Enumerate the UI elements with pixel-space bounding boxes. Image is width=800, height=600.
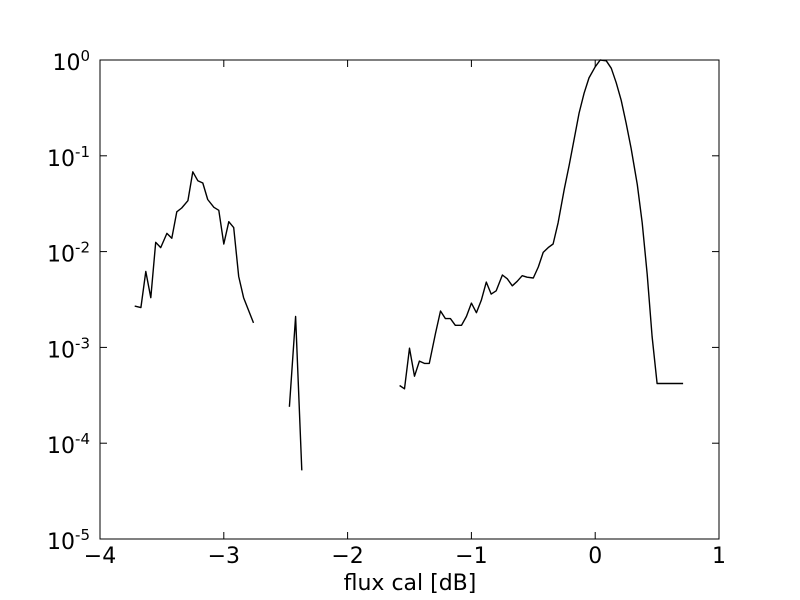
ticks-layer: −4 −3 −2 −1 0 1 100 10-1 10-2 10-3 10-4 10-5 [47,47,726,569]
x-tick-label: −1 [455,544,487,569]
series-line-segment-3 [399,59,684,390]
x-axis-title: flux cal [dB] [344,571,477,596]
y-tick-label: 10-3 [47,334,90,363]
y-tick-label: 10-5 [47,526,90,555]
x-tick-label: −2 [331,544,363,569]
y-tick-label: 10-1 [47,143,90,172]
x-tick-label: 0 [588,544,602,569]
y-tick-label: 100 [52,47,90,76]
series-layer [134,59,684,471]
x-tick-label: 1 [712,544,726,569]
plot-frame [99,59,720,540]
series-line-segment-1 [134,171,255,324]
series-line-segment-2 [288,315,303,471]
x-tick-label: −3 [208,544,240,569]
y-tick-label: 10-2 [47,239,90,268]
y-tick-label: 10-4 [47,430,90,459]
x-tick-label: −4 [84,544,116,569]
